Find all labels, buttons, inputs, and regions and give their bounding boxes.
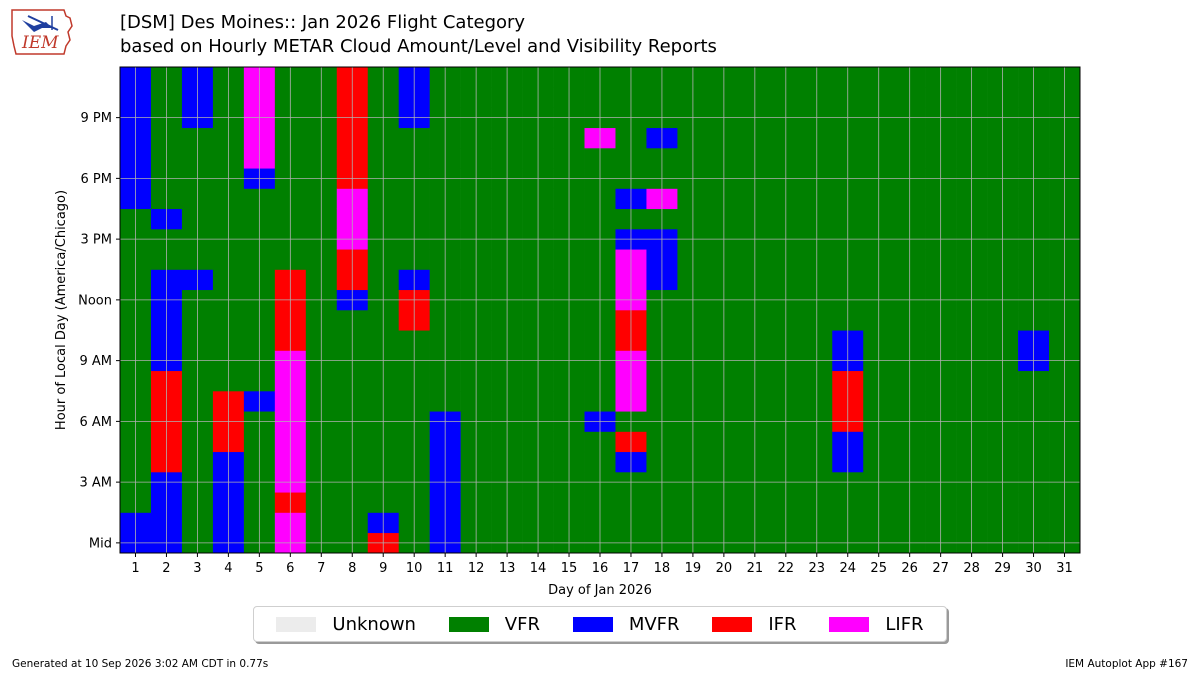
- generated-footnote: Generated at 10 Sep 2026 3:02 AM CDT in …: [12, 658, 269, 670]
- x-tick-label: 14: [530, 561, 547, 576]
- x-tick-label: 23: [809, 561, 826, 576]
- legend-label: LIFR: [885, 613, 924, 635]
- y-tick-label: 9 PM: [81, 111, 112, 126]
- x-tick-label: 8: [348, 561, 356, 576]
- y-tick-label: 3 PM: [81, 233, 112, 248]
- legend-swatch: [829, 616, 870, 632]
- legend-label: Unknown: [332, 613, 416, 635]
- legend-item-vfr: VFR: [448, 613, 540, 635]
- x-tick-label: 27: [932, 561, 949, 576]
- x-tick-label: 17: [623, 561, 640, 576]
- x-axis-label: Day of Jan 2026: [548, 583, 652, 598]
- x-tick-label: 2: [162, 561, 170, 576]
- x-tick-label: 3: [193, 561, 201, 576]
- x-tick-label: 29: [994, 561, 1011, 576]
- y-tick-label: 6 PM: [81, 172, 112, 187]
- x-tick-label: 20: [716, 561, 733, 576]
- x-tick-label: 12: [468, 561, 485, 576]
- app-footnote: IEM Autoplot App #167: [1065, 658, 1188, 670]
- y-tick-label: 6 AM: [79, 415, 112, 430]
- x-tick-label: 7: [317, 561, 325, 576]
- x-tick-label: 13: [499, 561, 516, 576]
- svg-text:IEM: IEM: [21, 33, 59, 53]
- x-tick-label: 19: [685, 561, 702, 576]
- x-tick-label: 21: [747, 561, 764, 576]
- legend-item-unknown: Unknown: [276, 614, 416, 635]
- x-tick-label: 22: [778, 561, 795, 576]
- y-tick-label: 9 AM: [79, 354, 112, 369]
- x-tick-label: 16: [592, 561, 609, 576]
- x-tick-label: 6: [286, 561, 294, 576]
- legend-label: MVFR: [628, 613, 680, 635]
- x-tick-label: 26: [901, 561, 918, 576]
- x-tick-label: 24: [839, 561, 856, 576]
- x-tick-label: 18: [654, 561, 671, 576]
- chart-title: [DSM] Des Moines:: Jan 2026 Flight Categ…: [120, 12, 526, 33]
- x-tick-label: 25: [870, 561, 887, 576]
- legend-item-ifr: IFR: [712, 613, 797, 635]
- legend-swatch: [276, 616, 317, 632]
- legend-swatch: [572, 616, 613, 632]
- legend-label: IFR: [768, 613, 797, 635]
- x-tick-label: 15: [561, 561, 578, 576]
- flight-category-chart: 1 2 3 4 5 6 7 8 9 10 11 12 13 14 15 16 17 18 19 20 21 22 23 24 2…: [54, 66, 1081, 598]
- x-tick-label: 11: [437, 561, 454, 576]
- y-axis-label: Hour of Local Day (America/Chicago): [54, 190, 69, 430]
- legend-item-mvfr: MVFR: [572, 613, 680, 635]
- y-axis-ticks: Mid 3 AM 6 AM 9 AM Noon 3 PM 6 PM 9 PM: [78, 111, 120, 551]
- x-tick-label: 1: [131, 561, 139, 576]
- x-tick-label: 31: [1056, 561, 1073, 576]
- x-tick-label: 5: [255, 561, 263, 576]
- iem-logo: IEM: [8, 6, 78, 58]
- grid-lines: [120, 67, 1080, 553]
- legend-swatch: [448, 616, 489, 632]
- legend-item-lifr: LIFR: [829, 613, 924, 635]
- x-tick-label: 30: [1025, 561, 1042, 576]
- x-axis-ticks: 1 2 3 4 5 6 7 8 9 10 11 12 13 14 15 16 17 18 19 20 21 22 23 24 2…: [131, 553, 1073, 576]
- x-tick-label: 4: [224, 561, 232, 576]
- x-tick-label: 10: [406, 561, 423, 576]
- y-tick-label: Mid: [89, 536, 112, 551]
- legend-swatch: [712, 616, 753, 632]
- chart-subtitle: based on Hourly METAR Cloud Amount/Level…: [120, 36, 717, 57]
- y-tick-label: 3 AM: [79, 476, 112, 491]
- legend-label: VFR: [504, 613, 540, 635]
- x-tick-label: 9: [379, 561, 387, 576]
- x-tick-label: 28: [963, 561, 980, 576]
- y-tick-label: Noon: [78, 293, 112, 308]
- legend: Unknown VFR MVFR IFR LIFR: [253, 606, 947, 642]
